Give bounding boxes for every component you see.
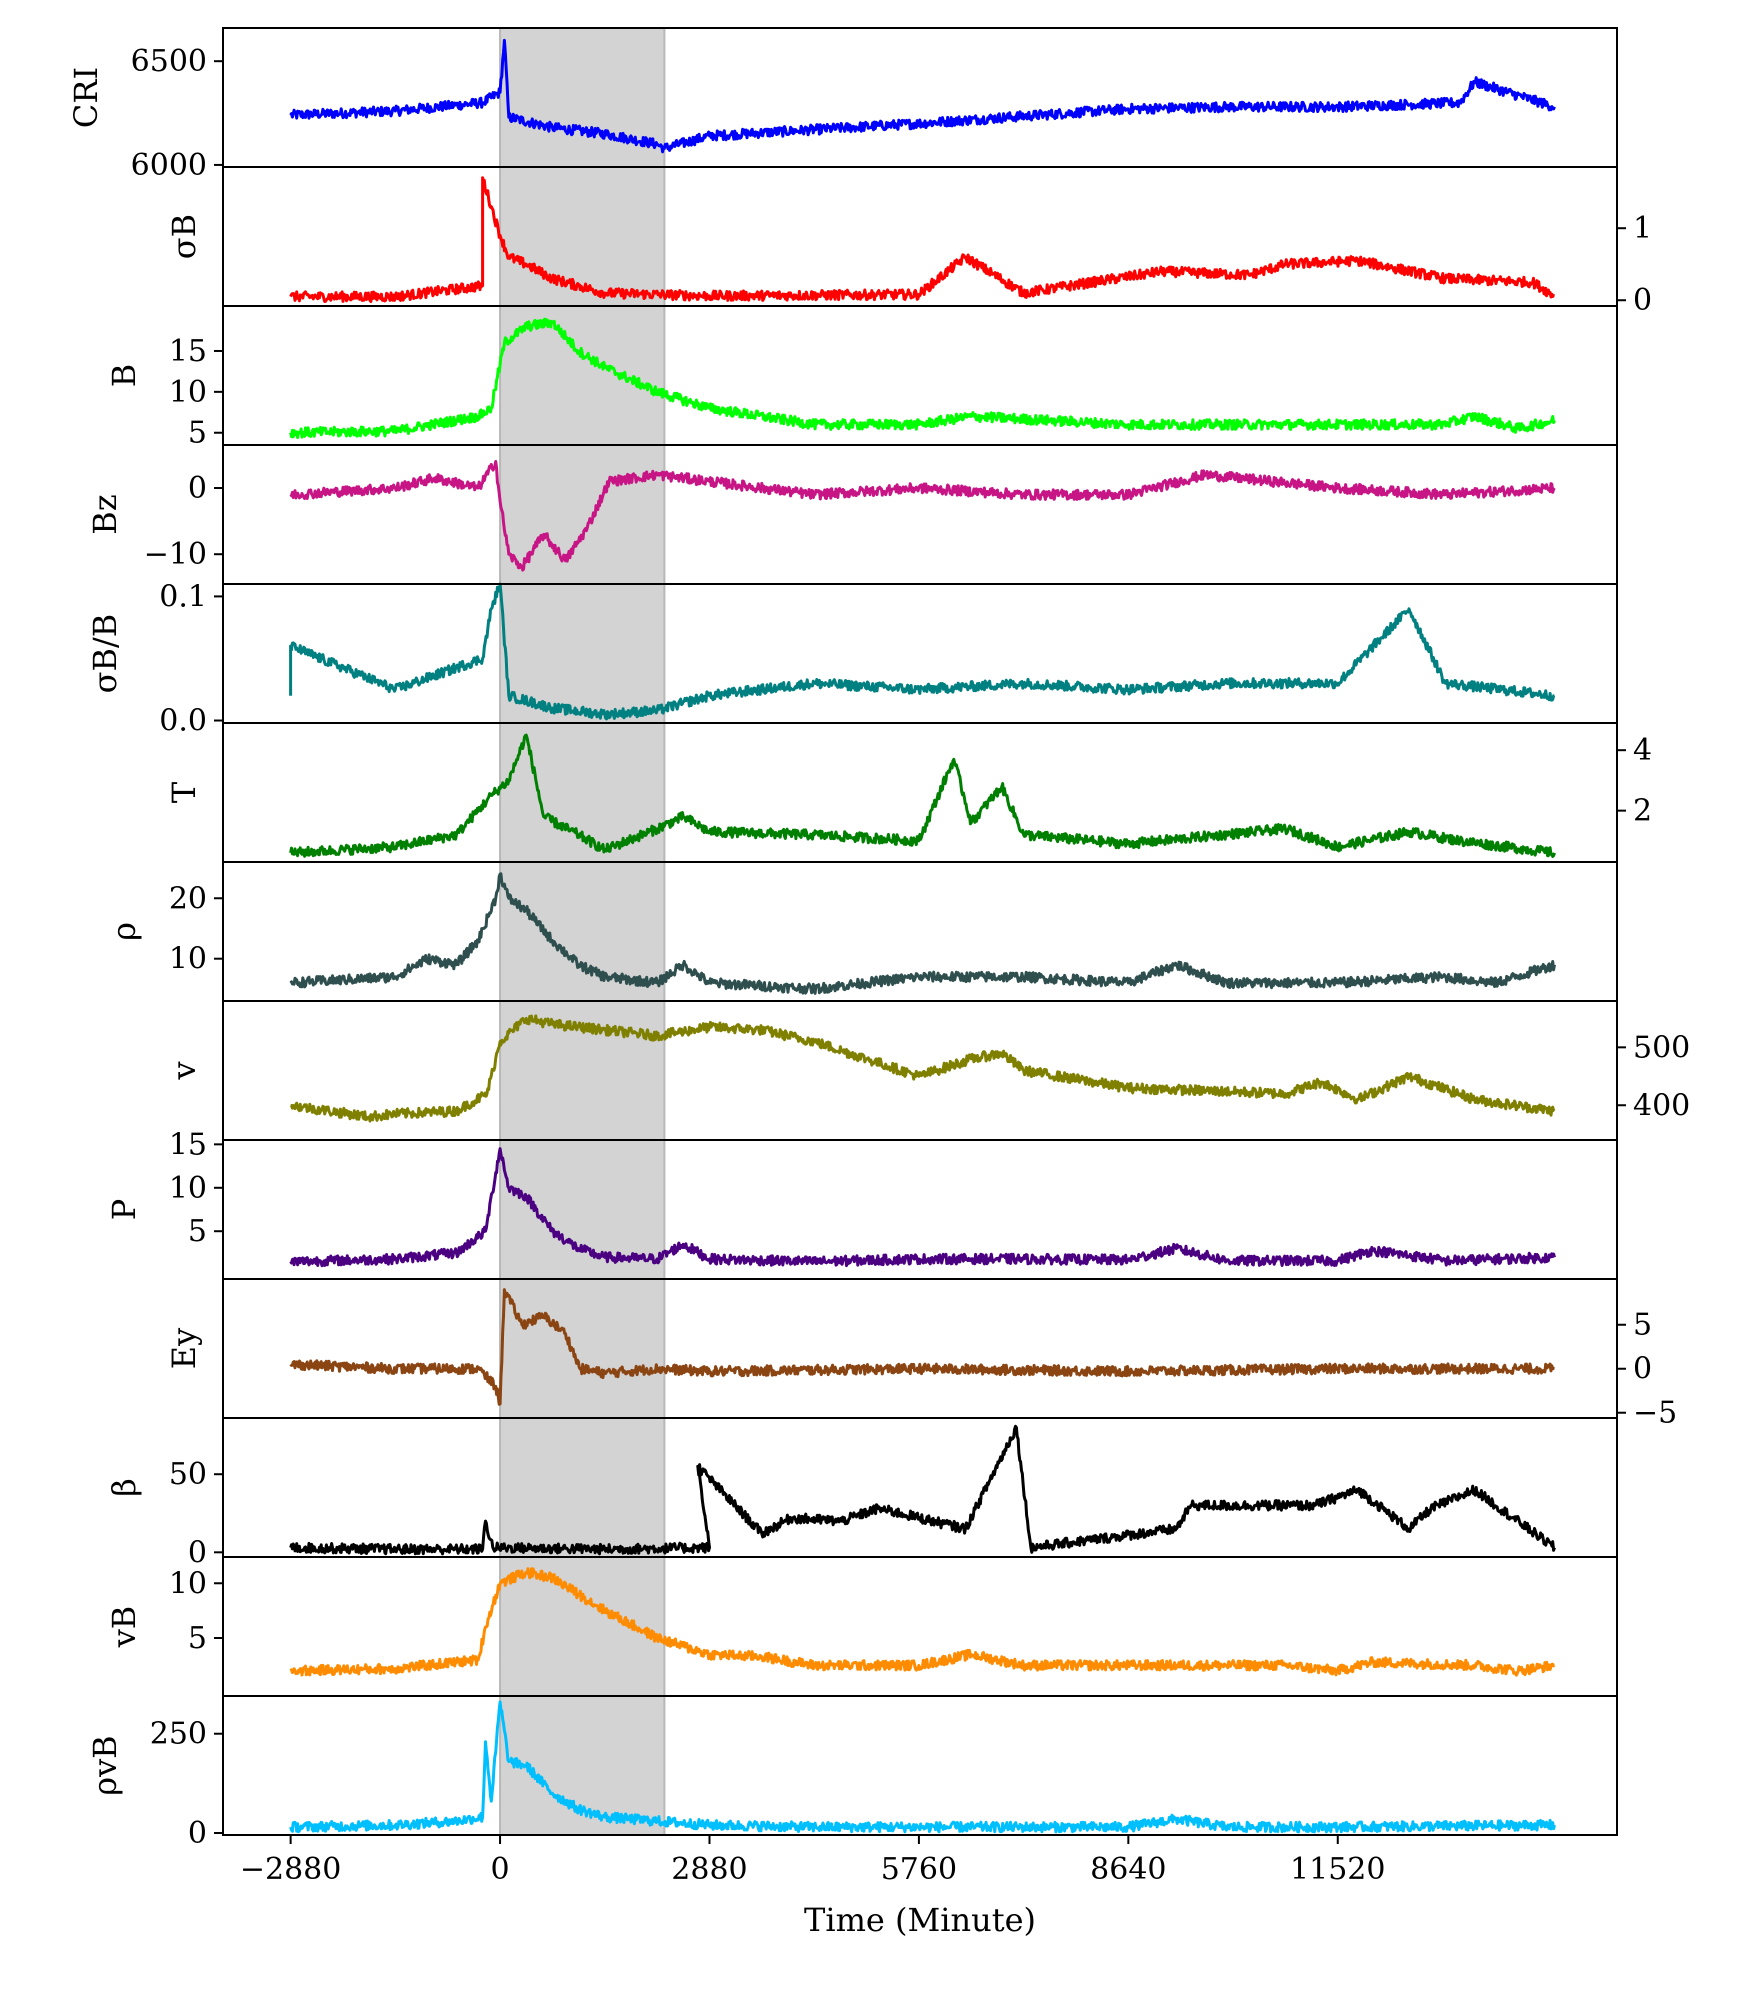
- series-line-bz: [289, 460, 1556, 572]
- series-line-vb: [289, 1700, 1556, 1834]
- y-tick-label: 6500: [131, 44, 207, 79]
- panel-frame: [222, 583, 1618, 724]
- panel-vb: 0 250 ρvB: [86, 1695, 1618, 1851]
- series-line-v: [290, 1014, 1556, 1123]
- y-tick-label: 10: [169, 942, 207, 977]
- panel-frame: [222, 1000, 1618, 1141]
- y-tick-label: 0: [188, 1535, 207, 1570]
- y-tick-label: 5: [188, 416, 207, 451]
- y-tick-label: 0.1: [159, 579, 207, 614]
- x-tick-label: 5760: [881, 1852, 957, 1887]
- panel-rho: 0 50 β: [105, 1417, 1618, 1570]
- y-tick-label: 6000: [131, 148, 207, 183]
- panel-b: 0 1 σB: [165, 166, 1652, 318]
- panel-b: 5 10 15 B: [105, 305, 1618, 451]
- y-axis-label-vb: ρvB: [86, 1735, 124, 1795]
- y-tick-label: 250: [150, 1717, 207, 1752]
- y-axis-label-b: σB: [165, 214, 203, 259]
- x-axis: −2880 0 2880 5760 8640 11520: [240, 1835, 1385, 1887]
- y-tick-label: 10: [169, 1171, 207, 1206]
- panel-p: 5 10 15 P: [105, 1127, 1618, 1280]
- panel-rho: 10 20 ρ: [105, 861, 1618, 1002]
- panel-cri: 6000 6500 CRI: [67, 27, 1618, 183]
- y-tick-label: 20: [169, 881, 207, 916]
- y-tick-label: 1: [1633, 211, 1652, 246]
- panel-frame: [222, 1556, 1618, 1697]
- y-tick-label: 0: [188, 471, 207, 506]
- y-axis-label-cri: CRI: [67, 67, 105, 128]
- x-tick-label: 0: [491, 1852, 510, 1887]
- y-tick-label: 15: [169, 334, 207, 369]
- y-tick-label: −10: [144, 537, 207, 572]
- y-tick-label: 2: [1633, 794, 1652, 829]
- y-axis-label-rho: ρ: [105, 922, 143, 941]
- series-line-ey: [289, 1288, 1556, 1406]
- x-tick-label: −2880: [240, 1852, 341, 1887]
- y-axis-label-p: P: [105, 1199, 143, 1221]
- shaded-interval-band: [500, 28, 665, 1835]
- panel-frame: [222, 444, 1618, 585]
- panel-bb: 0.0 0.1 σB/B: [86, 579, 1618, 739]
- series-line-bb: [289, 582, 1556, 721]
- y-tick-label: 0: [188, 1816, 207, 1851]
- y-axis-label-v: v: [165, 1061, 203, 1080]
- panel-t: 2 4 T: [165, 722, 1652, 863]
- y-tick-label: 4: [1633, 733, 1652, 768]
- y-tick-label: 5: [1633, 1308, 1652, 1343]
- y-tick-label: 400: [1633, 1088, 1690, 1123]
- y-tick-label: 5: [188, 1214, 207, 1249]
- y-axis-label-t: T: [165, 781, 203, 803]
- panel-frame: [222, 166, 1618, 307]
- series-line-vb: [289, 1567, 1556, 1677]
- x-tick-label: 8640: [1090, 1852, 1166, 1887]
- series-line-t: [289, 733, 1556, 858]
- y-tick-label: 500: [1633, 1030, 1690, 1065]
- y-tick-label: −5: [1633, 1396, 1677, 1431]
- panel-frame: [222, 1695, 1618, 1836]
- y-axis-label-vb: vB: [105, 1606, 143, 1649]
- y-tick-label: 0: [1633, 283, 1652, 318]
- y-tick-label: 5: [188, 1621, 207, 1656]
- series-line-b: [289, 176, 1556, 303]
- y-tick-label: 10: [169, 1566, 207, 1601]
- y-tick-label: 0.0: [159, 704, 207, 739]
- y-axis-label-b: B: [105, 364, 143, 388]
- y-tick-label: 50: [169, 1457, 207, 1492]
- y-axis-label-bb: σB/B: [86, 614, 124, 694]
- stacked-panels: 6000 6500 CRI 0 1 σB 5 10 15 B −10 0 Bz 0.0 0.1 σB/B 2 4 T…: [67, 27, 1690, 1851]
- panel-bz: −10 0 Bz: [86, 444, 1618, 585]
- x-tick-label: 11520: [1290, 1852, 1385, 1887]
- x-tick-label: 2880: [671, 1852, 747, 1887]
- panel-frame: [222, 1278, 1618, 1419]
- panel-ey: −5 0 5 Ey: [165, 1278, 1677, 1431]
- series-line-cri: [289, 38, 1556, 154]
- y-axis-label-ey: Ey: [165, 1328, 203, 1369]
- series-line-rho: [289, 1424, 1556, 1556]
- panel-vb: 5 10 vB: [105, 1556, 1618, 1697]
- y-tick-label: 15: [169, 1127, 207, 1162]
- y-tick-label: 10: [169, 375, 207, 410]
- panel-v: 400 500 v: [165, 1000, 1690, 1141]
- panel-frame: [222, 1417, 1618, 1558]
- x-axis-label: Time (Minute): [804, 1901, 1036, 1939]
- shaded-event-interval: [499, 28, 666, 1835]
- series-line-b: [289, 317, 1556, 439]
- series-line-p: [289, 1147, 1556, 1268]
- panel-frame: [222, 27, 1618, 168]
- y-tick-label: 0: [1633, 1352, 1652, 1387]
- y-axis-label-rho: β: [105, 1478, 143, 1497]
- series-line-rho: [289, 872, 1556, 995]
- y-axis-label-bz: Bz: [86, 494, 124, 534]
